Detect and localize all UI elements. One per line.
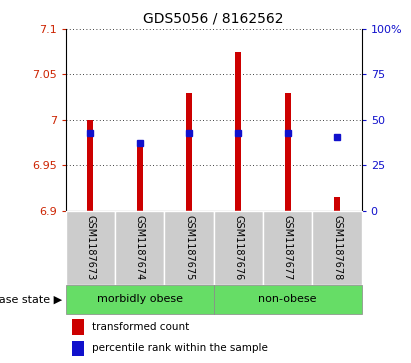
Text: GSM1187677: GSM1187677 [283, 215, 293, 281]
Bar [312, 211, 362, 285]
Text: percentile rank within the sample: percentile rank within the sample [92, 343, 268, 354]
Bar [285, 93, 291, 211]
Bar [66, 211, 115, 285]
Text: morbidly obese: morbidly obese [97, 294, 183, 305]
Bar [72, 319, 83, 335]
Bar [236, 52, 241, 211]
Text: non-obese: non-obese [259, 294, 317, 305]
Bar [72, 341, 83, 356]
Bar [214, 285, 362, 314]
Bar [334, 197, 340, 211]
Text: GSM1187674: GSM1187674 [135, 215, 145, 280]
Text: disease state ▶: disease state ▶ [0, 294, 62, 305]
Text: GSM1187673: GSM1187673 [85, 215, 95, 280]
Bar [137, 143, 143, 211]
Bar [186, 93, 192, 211]
Text: GSM1187678: GSM1187678 [332, 215, 342, 280]
Bar [66, 285, 214, 314]
Bar [115, 211, 164, 285]
Bar [88, 120, 93, 211]
Bar [263, 211, 312, 285]
Text: transformed count: transformed count [92, 322, 189, 332]
Title: GDS5056 / 8162562: GDS5056 / 8162562 [143, 11, 284, 25]
Text: GSM1187676: GSM1187676 [233, 215, 243, 280]
Bar [214, 211, 263, 285]
Bar [164, 211, 214, 285]
Text: GSM1187675: GSM1187675 [184, 215, 194, 281]
